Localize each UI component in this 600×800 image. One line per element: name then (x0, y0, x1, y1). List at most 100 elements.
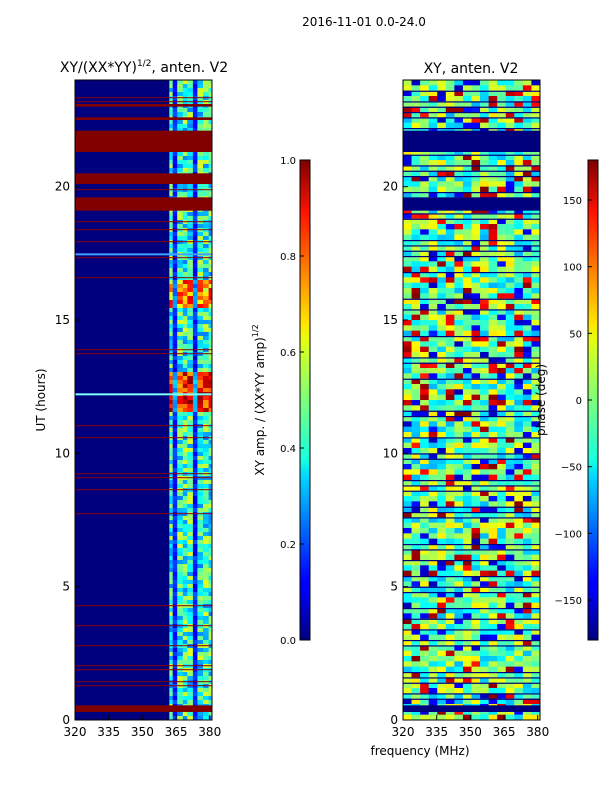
right-heatmap-cell (462, 517, 472, 523)
right-heatmap-cell (497, 714, 507, 720)
left-heatmap-cell (197, 652, 204, 657)
right-heatmap-cell (514, 101, 524, 107)
left-heatmap-cell (177, 212, 184, 217)
right-heatmap-cell (462, 682, 472, 689)
left-heatmap-cell (208, 420, 212, 425)
right-heatmap-cell (514, 117, 524, 123)
right-heatmap-cell (454, 448, 464, 454)
left-heatmap-cell (208, 84, 212, 89)
left-heatmap-cell (172, 332, 178, 337)
left-heatmap-cell (192, 636, 198, 641)
right-heatmap-cell (420, 650, 429, 657)
left-heatmap-cell (197, 80, 204, 85)
left-heatmap-cell (172, 396, 178, 401)
right-heatmap-cell (505, 405, 515, 411)
right-heatmap-cell (411, 544, 421, 550)
right-heatmap-cell (445, 688, 455, 694)
right-heatmap-cell (480, 549, 489, 555)
right-heatmap-cell (445, 410, 455, 417)
right-heatmap-cell (420, 389, 429, 395)
right-heatmap-cell (454, 405, 464, 411)
right-heatmap-cell (522, 592, 532, 598)
left-heatmap-cell (172, 192, 178, 197)
left-heatmap-rfi-line (75, 241, 212, 243)
left-heatmap-cell (182, 452, 188, 457)
left-heatmap-cell (177, 504, 184, 509)
right-heatmap-cell (411, 101, 421, 107)
right-heatmap-cell (462, 613, 472, 619)
right-heatmap-cell (462, 405, 472, 411)
right-heatmap-cell (403, 613, 412, 619)
right-heatmap-cell (445, 624, 455, 630)
right-heatmap-cell (497, 101, 507, 107)
left-heatmap-cell (208, 696, 212, 701)
right-heatmap-cell (420, 682, 429, 689)
left-heatmap-cell (172, 712, 178, 717)
left-heatmap-cell (208, 572, 212, 577)
right-heatmap-cell (445, 698, 455, 705)
right-heatmap-cell (437, 474, 447, 481)
left-heatmap-cell (172, 388, 178, 393)
right-heatmap-cell (411, 213, 421, 219)
right-heatmap-cell (488, 650, 498, 657)
right-heatmap-rfi-line (403, 362, 540, 364)
right-heatmap-cell (488, 565, 498, 571)
right-heatmap-cell (403, 698, 412, 705)
right-heatmap-cell (497, 384, 507, 390)
left-heatmap-cell (177, 588, 184, 593)
right-heatmap-cell (411, 336, 421, 342)
right-heatmap-cell (403, 650, 412, 657)
left-heatmap-cell (169, 540, 173, 545)
right-heatmap-cell (505, 565, 515, 571)
right-heatmap-cell (522, 698, 532, 705)
right-heatmap-cell (437, 656, 447, 662)
right-heatmap-cell (420, 432, 429, 438)
left-heatmap-cell (182, 300, 188, 305)
right-heatmap-cell (514, 229, 524, 235)
right-heatmap-cell (480, 154, 489, 161)
left-heatmap-cell (208, 440, 212, 445)
right-heatmap-cell (411, 410, 421, 417)
right-heatmap-cell (531, 192, 540, 198)
left-heatmap-cell (192, 492, 198, 497)
right-heatmap-cell (531, 325, 540, 331)
left-heatmap-cell (187, 308, 194, 313)
right-heatmap-cell (445, 277, 455, 283)
figure-suptitle: 2016-11-01 0.0-24.0 (302, 15, 426, 29)
left-heatmap-cell (177, 332, 184, 337)
right-heatmap-cell (454, 229, 464, 235)
left-heatmap-cell (192, 452, 198, 457)
right-heatmap-rfi-line (403, 453, 540, 455)
right-heatmap-cell (480, 224, 489, 230)
left-heatmap-cell (192, 296, 198, 301)
right-heatmap-cell (471, 208, 481, 214)
right-heatmap-cell (403, 250, 412, 257)
right-heatmap-rfi-line (403, 128, 540, 130)
right-heatmap-cell (420, 272, 429, 278)
right-heatmap-cell (445, 186, 455, 193)
left-heatmap-cell (177, 468, 184, 473)
left-heatmap-cell (187, 232, 194, 237)
left-heatmap-cell (208, 372, 212, 377)
right-heatmap-cell (403, 85, 412, 91)
left-heatmap-cell (169, 492, 173, 497)
left-heatmap-cell (197, 260, 204, 265)
right-ytick-label: 0 (390, 713, 398, 727)
right-heatmap-cell (411, 469, 421, 475)
left-heatmap-cell (169, 716, 173, 720)
right-heatmap-cell (497, 528, 507, 534)
right-heatmap-cell (488, 304, 498, 310)
left-heatmap-cell (192, 212, 198, 217)
right-heatmap-cell (437, 597, 447, 603)
right-heatmap-cell (514, 544, 524, 550)
right-heatmap-cell (462, 320, 472, 326)
left-heatmap-cell (203, 320, 209, 325)
right-heatmap-cell (437, 186, 447, 193)
right-heatmap-cell (531, 672, 540, 678)
right-heatmap-cell (514, 554, 524, 561)
right-heatmap-cell (454, 160, 464, 166)
left-heatmap-cell (203, 536, 209, 541)
right-heatmap-cell (471, 282, 481, 289)
left-heatmap-cell (208, 156, 212, 161)
right-heatmap-cell (497, 560, 507, 566)
